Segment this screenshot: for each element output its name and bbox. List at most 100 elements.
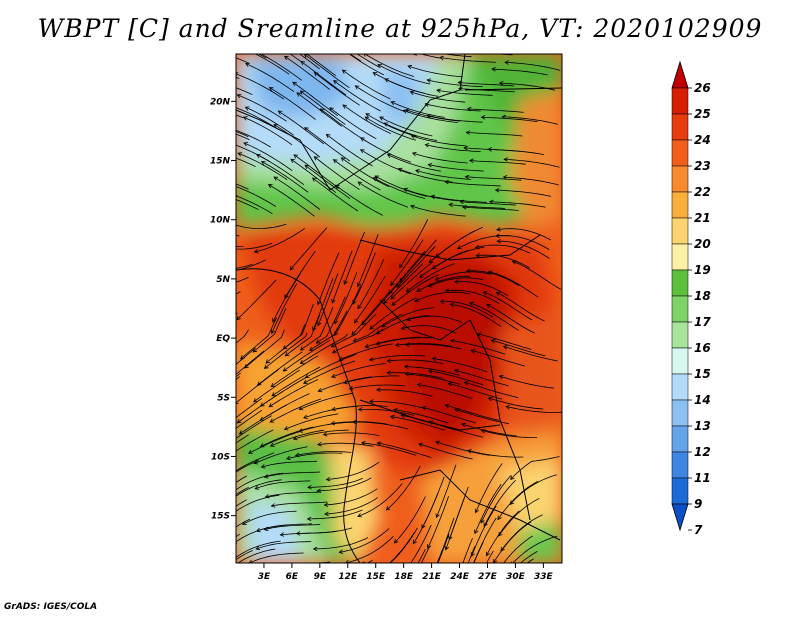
streamline-arrow [231,223,235,227]
streamline [278,110,325,145]
streamline [495,235,550,250]
streamline-arrow [404,372,410,377]
lat-label: 5N [216,275,230,285]
streamline-arrow [467,449,472,454]
streamline-arrow [405,342,410,347]
streamline [503,346,558,362]
streamline [503,176,559,186]
streamline [510,456,560,480]
streamline [497,480,539,520]
streamline [236,499,247,507]
streamline [240,317,278,360]
streamline-arrow [268,87,274,92]
streamline-arrow [236,72,239,77]
streamline [317,252,340,305]
streamline [236,415,272,439]
streamline-arrow [417,442,423,447]
streamline-arrow [366,32,370,35]
streamline [257,351,303,386]
streamline-arrow [463,380,469,386]
streamline-arrow [197,409,201,413]
streamline-arrow [444,288,450,293]
streamline [416,275,471,292]
streamline-arrow [359,137,365,142]
streamline-arrow [471,564,475,568]
streamline [382,307,435,328]
streamline [295,451,352,456]
streamline-arrow [194,285,198,289]
streamline-arrow [311,177,317,182]
streamline [270,429,325,447]
streamline [399,239,437,283]
streamline-arrow [409,90,415,95]
streamline [506,406,562,413]
streamline [331,363,386,378]
streamline [458,88,515,93]
streamline [391,274,439,306]
streamline-arrow [410,134,416,139]
streamline-arrow [312,546,318,552]
streamline-arrow [263,474,269,479]
colorbar-swatch [671,113,689,141]
streamline-arrow [277,110,283,115]
streamline [401,414,456,431]
streamline-arrow [225,182,229,186]
streamline-arrow [231,490,235,494]
colorbar-swatch [671,321,689,349]
streamline-arrow [342,104,348,109]
streamline [339,528,390,553]
streamline [236,486,249,496]
streamline [356,54,380,68]
streamline-arrow [259,416,265,421]
streamline-arrow [333,79,338,85]
streamline-arrow [439,299,444,304]
streamline-arrow [401,590,405,594]
streamline [236,276,249,283]
streamline-arrow [273,124,279,129]
streamline-arrow [219,139,223,143]
lat-label: 10S [211,452,230,462]
lon-label: 15E [366,572,386,582]
streamline [411,54,418,56]
streamline-arrow [221,383,225,387]
streamline [417,384,472,399]
streamline-arrow [390,281,395,287]
streamline-arrow [389,414,395,420]
streamline [436,464,457,518]
streamline [300,333,348,364]
streamline-arrow [495,233,500,238]
streamline [242,510,297,525]
streamline [406,263,455,292]
streamline [410,524,432,563]
streamline-arrow [415,169,420,174]
streamline [491,339,546,357]
streamline [425,144,481,153]
streamline-arrow [469,301,474,307]
streamline [285,314,321,357]
streamline [418,443,473,460]
colorbar-label: 13 [694,419,711,433]
streamline [427,115,483,123]
streamline-arrow [334,184,340,190]
streamline [483,480,516,527]
streamline [265,491,322,498]
streamline [377,64,431,85]
streamline-arrow [480,429,486,434]
streamline [265,324,306,364]
streamline-arrow [399,263,404,269]
streamline [348,54,385,76]
streamline-arrow [509,500,515,506]
streamline [466,132,523,137]
field-yellow-southeast [500,460,562,540]
streamline [264,524,321,531]
streamline-arrow [317,300,322,306]
streamline [358,409,415,416]
streamline-arrow [259,402,265,407]
lon-label: 18E [394,572,414,582]
streamline [415,170,472,180]
streamline [481,116,538,123]
streamline [236,369,279,404]
streamline-arrow [303,414,308,419]
streamline-arrow [386,153,392,159]
streamline [355,85,405,112]
